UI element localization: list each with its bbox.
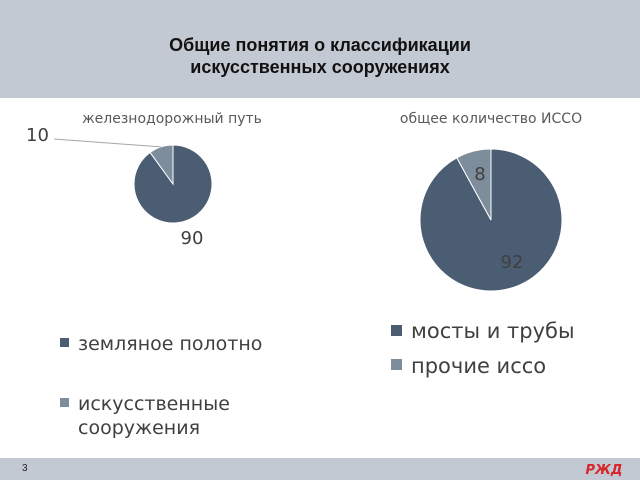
slide-title-line-1: Общие понятия о классификации xyxy=(169,35,471,55)
legend-label-other: прочие иссо xyxy=(411,354,546,378)
chart-title-left: железнодорожный путь xyxy=(82,111,262,127)
pie-right-slice-other xyxy=(456,148,492,221)
pie-chart-left: железнодорожный путь 10 90 xyxy=(26,111,262,249)
data-label-right-small: 8 xyxy=(474,164,485,185)
legend-label-structures-line1: искусственные xyxy=(78,393,230,415)
legend-label-bridges: мосты и трубы xyxy=(411,319,575,343)
legend-swatch-bridges xyxy=(391,325,402,336)
slide-title-line-2: искусственных сооружениях xyxy=(190,57,450,77)
leader-line-left xyxy=(53,138,161,148)
page-number: 3 xyxy=(22,463,28,474)
rzd-logo-icon: РЖД xyxy=(585,463,622,478)
legend-swatch-structures xyxy=(60,398,69,407)
pie-left-slices xyxy=(133,144,213,224)
legend-label-structures-line2: сооружения xyxy=(78,417,200,439)
data-label-right-large: 92 xyxy=(501,252,524,273)
pie-left-slice-structures xyxy=(149,144,174,186)
legend-label-earthwork: земляное полотно xyxy=(78,333,262,355)
chart-title-right: общее количество ИССО xyxy=(400,111,582,127)
header-band xyxy=(0,0,640,98)
slide-title: Общие понятия о классификации искусствен… xyxy=(0,34,640,78)
legend-swatch-other xyxy=(391,359,402,370)
data-label-left-large: 90 xyxy=(181,228,204,249)
rzd-logo-text: РЖД xyxy=(585,463,622,478)
pie-right-slices xyxy=(419,148,563,292)
pie-chart-right: общее количество ИССО 8 92 xyxy=(400,111,582,292)
legend-left: земляное полотно искусственные сооружени… xyxy=(60,333,262,439)
data-label-left-small: 10 xyxy=(26,125,49,146)
charts-area: железнодорожный путь 10 90 общее количес… xyxy=(26,111,582,439)
footer-band xyxy=(0,458,640,480)
legend-swatch-earthwork xyxy=(60,338,69,347)
legend-right: мосты и трубы прочие иссо xyxy=(391,319,575,378)
